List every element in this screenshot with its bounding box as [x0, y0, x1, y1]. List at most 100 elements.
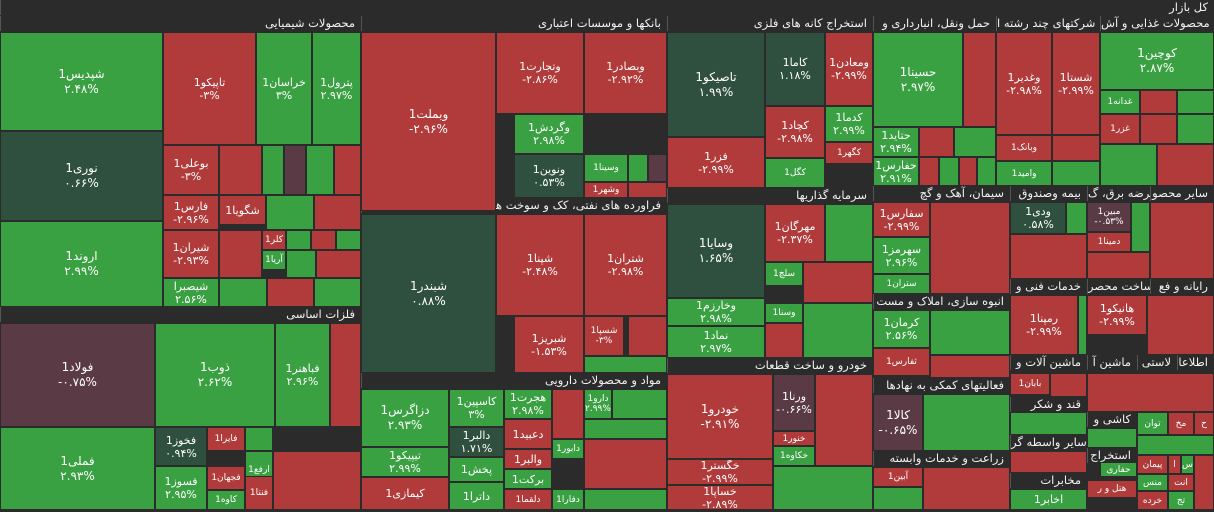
stock-tile[interactable]: خراسان1 ۳% — [256, 32, 312, 145]
sector-header-agri[interactable]: زراعت و خدمات وابسته — [873, 451, 1010, 466]
stock-tile[interactable]: وغدیر1 -۲.۹۸% — [996, 32, 1052, 135]
stock-tile[interactable]: بابان1 — [1010, 373, 1050, 395]
unlabeled-stock-tile[interactable] — [963, 32, 996, 127]
sector-header-chem[interactable]: محصولات شیمیایی — [0, 16, 361, 31]
stock-tile[interactable]: وسنا1 — [765, 303, 803, 323]
stock-tile[interactable]: وامید1 — [996, 161, 1052, 186]
unlabeled-stock-tile[interactable] — [330, 323, 361, 427]
unlabeled-stock-tile[interactable] — [939, 157, 959, 186]
stock-tile[interactable]: وخارزم1 ۲.۹۸% — [667, 298, 765, 326]
stock-tile[interactable]: تاصیکو1 ۱.۹۹% — [667, 32, 765, 137]
stock-tile[interactable]: رمپنا1 -۲.۹۹% — [1010, 295, 1078, 355]
unlabeled-stock-tile[interactable] — [334, 145, 361, 195]
unlabeled-stock-tile[interactable] — [273, 451, 361, 510]
stock-tile[interactable]: شیران1 -۲.۹۳% — [163, 230, 219, 278]
sector-header-invest[interactable]: سرمایه گذاریها — [667, 188, 873, 203]
stock-tile[interactable]: سلچ1 — [765, 262, 803, 286]
unlabeled-stock-tile[interactable] — [773, 466, 873, 510]
stock-tile[interactable]: دفارا1 — [552, 489, 584, 510]
stock-tile[interactable]: شپدیس1 ۲.۴۸% — [0, 32, 163, 131]
stock-tile[interactable]: پخش1 — [449, 457, 504, 482]
unlabeled-stock-tile[interactable] — [648, 154, 667, 182]
stock-tile[interactable]: شپنا1 -۲.۴۸% — [496, 214, 584, 316]
stock-tile[interactable]: ا — [1168, 455, 1181, 474]
unlabeled-stock-tile[interactable] — [1177, 90, 1214, 114]
unlabeled-stock-tile[interactable] — [1194, 455, 1214, 510]
stock-tile[interactable]: منس — [1137, 474, 1168, 491]
stock-tile[interactable]: خگستر1 -۲.۹۹% — [667, 459, 773, 485]
unlabeled-stock-tile[interactable] — [311, 230, 336, 250]
unlabeled-stock-tile[interactable] — [628, 154, 648, 182]
stock-tile[interactable]: شسپا1 -۳% — [584, 316, 624, 356]
unlabeled-stock-tile[interactable] — [314, 195, 361, 230]
sector-header-food[interactable]: محصولات غذایی و آش — [1100, 16, 1214, 31]
stock-tile[interactable]: ومعادن1 -۲.۹۹% — [825, 32, 873, 106]
stock-tile[interactable]: دزاگرس1 ۲.۹۳% — [361, 389, 449, 447]
sector-header-extract[interactable]: استخراج — [1087, 448, 1137, 463]
unlabeled-stock-tile[interactable] — [245, 427, 273, 451]
sector-header-multi[interactable]: شرکتهای چند رشته ا — [996, 16, 1100, 31]
stock-tile[interactable]: هجرت1 ۲.۹۸% — [504, 389, 552, 419]
stock-tile[interactable]: کگهر1 — [825, 142, 873, 164]
unlabeled-stock-tile[interactable] — [267, 278, 314, 307]
stock-tile[interactable]: ورنا1 -۰.۶۶% — [773, 374, 815, 431]
stock-tile[interactable]: والبر1 — [504, 449, 552, 469]
stock-tile[interactable]: شگویا1 — [219, 195, 266, 225]
stock-tile[interactable]: کدما1 ۲.۹۹% — [825, 106, 873, 142]
sector-header-auto[interactable]: خودرو و ساخت قطعات — [667, 358, 873, 373]
unlabeled-stock-tile[interactable] — [584, 356, 667, 373]
unlabeled-stock-tile[interactable] — [930, 355, 1010, 378]
unlabeled-stock-tile[interactable] — [1052, 161, 1100, 186]
unlabeled-stock-tile[interactable] — [923, 467, 1010, 510]
stock-tile[interactable]: غزر1 — [1100, 114, 1140, 144]
stock-tile[interactable]: کلر1 — [262, 230, 286, 250]
stock-tile[interactable]: کاما1 ۱.۱۸% — [765, 32, 825, 106]
unlabeled-stock-tile[interactable] — [977, 157, 996, 186]
stock-tile[interactable]: فولاد1 -۰.۷۵% — [0, 323, 155, 427]
unlabeled-stock-tile[interactable] — [1050, 373, 1087, 397]
stock-tile[interactable]: کچاد1 -۲.۹۸% — [765, 106, 825, 158]
unlabeled-stock-tile[interactable] — [1010, 451, 1087, 473]
stock-tile[interactable]: ح — [1194, 412, 1214, 435]
unlabeled-stock-tile[interactable] — [825, 204, 873, 262]
stock-tile[interactable]: دالبر1 ۱.۷۱% — [449, 427, 504, 457]
unlabeled-stock-tile[interactable] — [954, 127, 996, 157]
stock-tile[interactable]: پترول1 ۲.۹۷% — [312, 32, 361, 145]
stock-tile[interactable]: دلقما1 — [504, 489, 552, 510]
sector-header-transport[interactable]: حمل ونقل، انبارداری و — [873, 16, 996, 31]
stock-tile[interactable]: س — [1181, 455, 1194, 474]
stock-tile[interactable]: پیمان — [1137, 455, 1168, 474]
stock-tile[interactable]: کگل1 — [765, 158, 825, 188]
unlabeled-stock-tile[interactable] — [1131, 202, 1150, 252]
stock-tile[interactable]: نوری1 ۰.۶۶% — [0, 131, 163, 221]
unlabeled-stock-tile[interactable] — [919, 127, 954, 157]
unlabeled-stock-tile[interactable] — [628, 316, 667, 356]
sector-header-power[interactable]: عرضه برق، گ — [1087, 186, 1150, 201]
unlabeled-stock-tile[interactable] — [959, 157, 977, 186]
stock-tile[interactable]: فنتا1 — [245, 476, 273, 510]
unlabeled-stock-tile[interactable] — [266, 195, 314, 230]
unlabeled-stock-tile[interactable] — [1140, 90, 1177, 114]
stock-tile[interactable]: وتجارت1 -۲.۸۶% — [496, 32, 584, 114]
stock-tile[interactable]: شستا1 -۲.۹۹% — [1052, 32, 1100, 135]
sector-header-info[interactable]: اطلاعا — [1177, 355, 1214, 370]
sector-header-pharma[interactable]: مواد و محصولات دارویی — [361, 373, 667, 388]
stock-tile[interactable]: ونوین1 ۰.۵۳% — [514, 154, 584, 198]
unlabeled-stock-tile[interactable] — [584, 439, 667, 489]
sector-header-machinery[interactable]: ماشین آلات و — [1010, 355, 1087, 370]
stock-tile[interactable]: شیصبرا ۲.۵۶% — [163, 278, 219, 307]
unlabeled-stock-tile[interactable] — [314, 278, 361, 307]
sector-header-realestate[interactable]: انبوه سازی، املاک و مست — [873, 294, 1010, 309]
stock-tile[interactable]: ستران1 — [873, 274, 930, 294]
unlabeled-stock-tile[interactable] — [1087, 373, 1214, 412]
unlabeled-stock-tile[interactable] — [873, 487, 923, 510]
unlabeled-stock-tile[interactable] — [336, 230, 361, 250]
stock-tile[interactable]: وگردش1 ۲.۹۸% — [514, 114, 584, 154]
stock-tile[interactable]: توان — [1137, 412, 1168, 435]
unlabeled-stock-tile[interactable] — [584, 489, 667, 510]
unlabeled-stock-tile[interactable] — [1010, 412, 1087, 435]
unlabeled-stock-tile[interactable] — [306, 145, 334, 195]
stock-tile[interactable]: حفاری — [1100, 462, 1137, 477]
sector-header-tile[interactable]: کاشی و — [1087, 412, 1137, 427]
stock-tile[interactable]: فزر1 -۲.۹۹% — [667, 137, 765, 188]
